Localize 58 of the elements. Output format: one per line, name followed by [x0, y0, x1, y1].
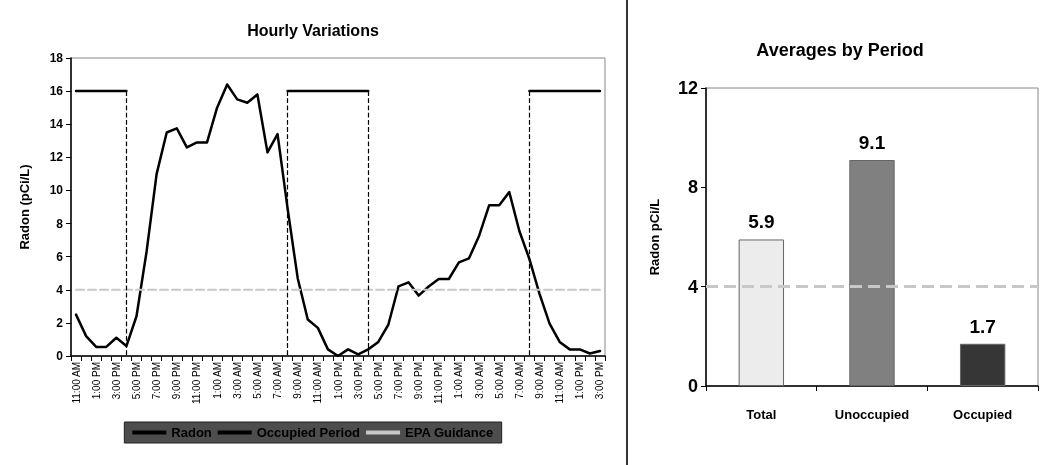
x-tick-label: 11:00 AM [70, 362, 82, 404]
y-tick-label: 2 [56, 315, 64, 330]
data-label: 9.1 [858, 132, 886, 154]
y-tick-label: 10 [49, 183, 64, 198]
x-tick-label: 3:00 PM [352, 362, 364, 400]
bar [738, 239, 785, 386]
legend-label: Occupied Period [256, 425, 361, 440]
x-tick-label: 3:00 AM [231, 362, 243, 399]
x-tick-label: 3:00 PM [594, 362, 606, 400]
y-tick-label: 14 [49, 117, 64, 132]
y-tick-label: 4 [56, 282, 64, 297]
chart-title: Averages by Period [756, 40, 924, 60]
x-tick-label: 1:00 PM [90, 362, 102, 400]
x-tick-label: Unoccupied [834, 407, 910, 422]
x-tick-label: 7:00 PM [392, 362, 404, 400]
y-axis-title: Radon pCi/L [647, 198, 662, 276]
data-label: 5.9 [748, 211, 775, 233]
x-tick-label: 11:00 AM [554, 362, 566, 404]
x-tick-label: Total [746, 407, 777, 422]
y-tick-label: 12 [49, 150, 64, 165]
x-tick-label: Occupied [953, 407, 1013, 422]
y-tick-label: 4 [687, 276, 698, 297]
x-tick-label: 9:00 PM [413, 362, 425, 400]
y-tick-label: 12 [677, 78, 698, 98]
x-tick-label: 11:00 PM [191, 362, 203, 405]
y-tick-label: 0 [56, 349, 64, 363]
x-tick-label: 1:00 AM [453, 362, 465, 399]
y-tick-label: 6 [56, 249, 64, 264]
x-tick-label: 9:00 AM [292, 362, 304, 399]
x-tick-label: 7:00 AM [272, 362, 284, 399]
x-tick-label: 5:00 PM [372, 362, 384, 400]
x-tick-label: 1:00 AM [211, 362, 223, 399]
y-tick-label: 0 [687, 376, 698, 396]
data-label: 1.7 [969, 315, 996, 337]
x-tick-label: 3:00 AM [473, 362, 485, 399]
legend-label: EPA Guidance [405, 425, 494, 440]
y-tick-label: 16 [49, 84, 64, 99]
x-tick-label: 9:00 PM [171, 362, 183, 400]
x-tick-label: 9:00 AM [534, 362, 546, 399]
x-tick-label: 7:00 AM [513, 362, 525, 399]
x-tick-label: 3:00 PM [110, 362, 122, 400]
y-tick-label: 18 [49, 51, 64, 65]
x-tick-label: 11:00 PM [433, 362, 445, 405]
y-tick-label: 8 [687, 177, 698, 198]
bar [959, 343, 1006, 386]
bar [849, 160, 895, 386]
x-tick-label: 5:00 AM [493, 362, 505, 399]
x-tick-label: 1:00 PM [574, 362, 586, 400]
chart-title: Hourly Variations [247, 21, 379, 39]
legend-label: Radon [171, 425, 212, 440]
x-tick-label: 7:00 PM [151, 362, 163, 400]
y-tick-label: 8 [56, 216, 64, 231]
line-series [74, 83, 602, 358]
y-axis-title: Radon (pCi/L) [17, 164, 32, 250]
x-tick-label: 1:00 PM [332, 362, 344, 400]
x-tick-label: 5:00 PM [130, 362, 142, 400]
x-tick-label: 11:00 AM [312, 362, 324, 404]
x-tick-label: 5:00 AM [251, 362, 263, 399]
